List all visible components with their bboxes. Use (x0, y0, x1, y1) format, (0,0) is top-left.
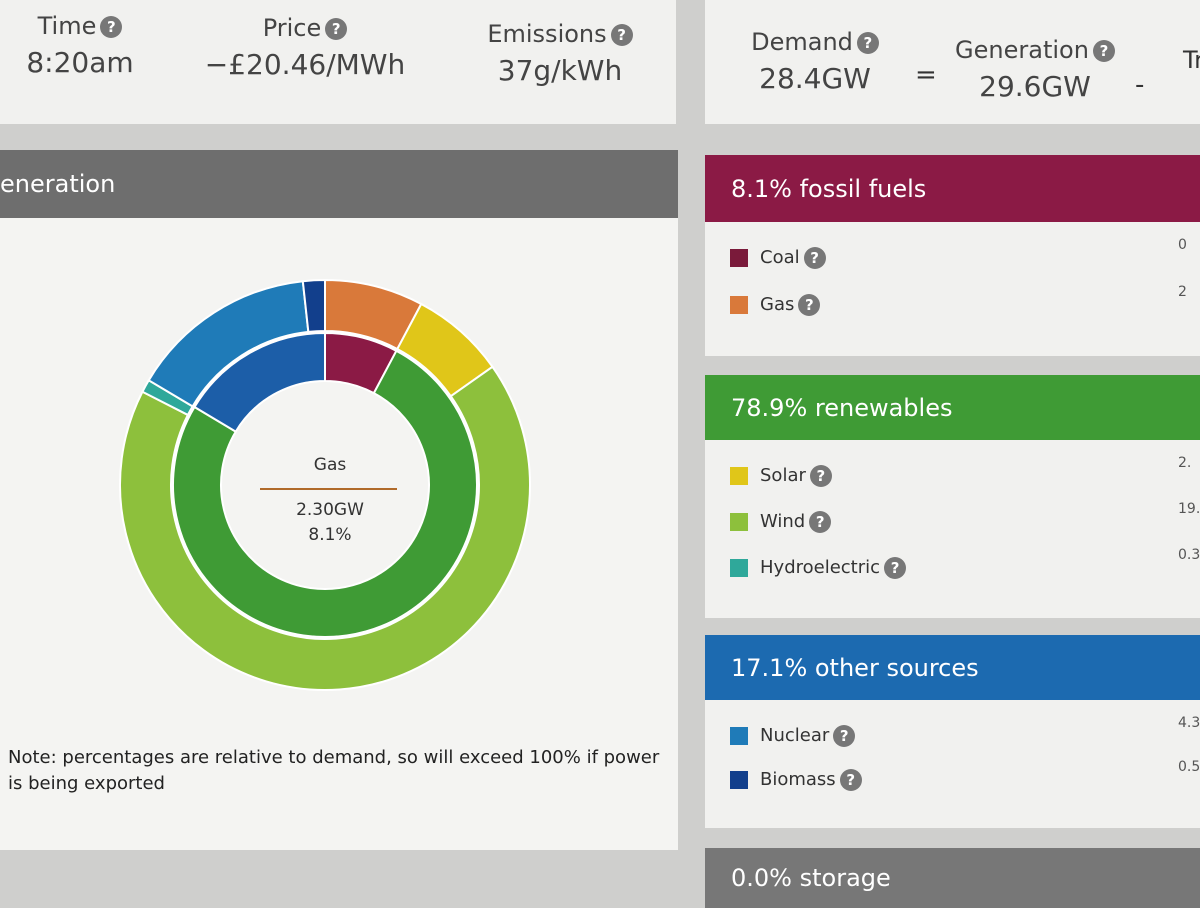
item-label: Coal (760, 247, 826, 269)
item-value: 0.3 (1178, 547, 1200, 563)
legend-item: Solar (730, 465, 832, 487)
item-value: 19.9 (1178, 501, 1200, 517)
value: 28.4GW (759, 62, 871, 95)
swatch (730, 771, 748, 789)
swatch (730, 727, 748, 745)
item-value: 2. (1178, 455, 1192, 471)
operator: - (1135, 70, 1145, 100)
swatch (730, 296, 748, 314)
label: Tr (1183, 46, 1200, 74)
tooltip-share: 8.1% (308, 525, 351, 545)
label: Emissions (450, 20, 670, 48)
swatch (730, 513, 748, 531)
legend-item: Biomass (730, 769, 862, 791)
generation-panel (0, 150, 678, 850)
item-value: 0.51 (1178, 759, 1200, 775)
panel-title: eneration (0, 150, 678, 218)
note: Note: percentages are relative to demand… (8, 747, 660, 794)
group-title: 0.0% storage (705, 848, 1200, 908)
donut-chart: Gas 2.30GW 8.1% (119, 278, 531, 691)
stat: Time 8:20am (0, 12, 190, 79)
swatch (730, 467, 748, 485)
value: 37g/kWh (497, 54, 623, 87)
label: Generation (925, 36, 1145, 64)
demand: Demand 28.4GW (705, 28, 925, 95)
donut-segment (301, 278, 326, 334)
legend-item: Coal (730, 247, 826, 269)
item-value: 4.36 (1178, 715, 1200, 731)
stat: Emissions 37g/kWh (450, 20, 670, 87)
item-value: 2 (1178, 284, 1187, 300)
donut-segment (172, 349, 478, 638)
swatch (730, 559, 748, 577)
donut-segment (119, 365, 531, 691)
item-label: Biomass (760, 769, 862, 791)
tooltip-power: 2.30GW (296, 500, 364, 520)
value: 8:20am (26, 46, 134, 79)
item-label: Hydroelectric (760, 557, 906, 579)
group-title: 8.1% fossil fuels (705, 155, 1200, 222)
value: 29.6GW (979, 70, 1091, 103)
legend-item: Gas (730, 294, 820, 316)
swatch (730, 249, 748, 267)
item-value: 0 (1178, 237, 1187, 253)
legend-item: Wind (730, 511, 831, 533)
generation: Generation 29.6GW (925, 36, 1145, 103)
label: Demand (705, 28, 925, 56)
legend-item: Hydroelectric (730, 557, 906, 579)
item-label: Nuclear (760, 725, 855, 747)
value: −£20.46/MWh (204, 48, 406, 81)
item-label: Gas (760, 294, 820, 316)
tooltip-name: Gas (314, 455, 347, 475)
donut-segment (193, 331, 326, 434)
operator: = (915, 60, 937, 90)
group-title: 78.9% renewables (705, 375, 1200, 440)
stat: Price −£20.46/MWh (195, 14, 415, 81)
legend-item: Nuclear (730, 725, 855, 747)
item-label: Solar (760, 465, 832, 487)
label: Time (0, 12, 190, 40)
item-label: Wind (760, 511, 831, 533)
group-title: 17.1% other sources (705, 635, 1200, 700)
label: Price (195, 14, 415, 42)
